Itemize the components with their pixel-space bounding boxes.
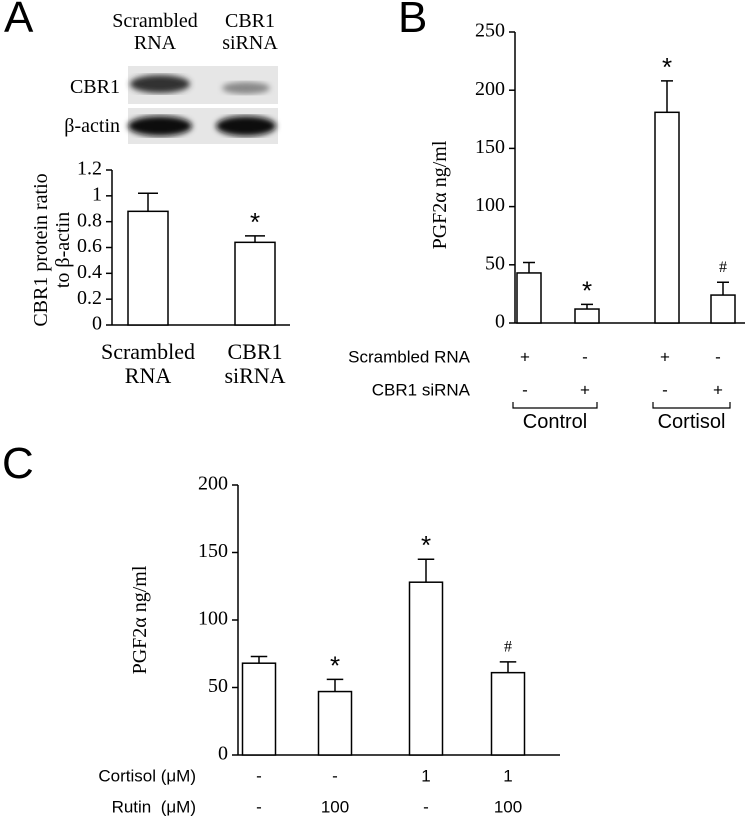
blot-row-label: CBR1 — [69, 76, 120, 98]
y-tick-label: 0 — [495, 311, 505, 333]
condition-level: - — [423, 797, 429, 817]
group-label: Control — [522, 411, 588, 433]
y-axis-label: CBR1 protein ratio to β-actin — [30, 173, 74, 327]
blot-band — [130, 75, 190, 93]
bar — [574, 308, 600, 324]
x-tick-label: Scrambled RNA — [100, 339, 196, 389]
condition-level: - — [332, 766, 338, 786]
condition-level: + — [520, 347, 530, 367]
significance-marker: * — [330, 650, 340, 680]
bar — [241, 662, 277, 756]
blot-band — [128, 116, 192, 136]
significance-marker: * — [421, 530, 431, 560]
y-axis-label: PGF2α ng/ml — [129, 565, 151, 675]
y-tick-label: 150 — [475, 136, 505, 158]
panel-letter: A — [4, 0, 34, 42]
western-blot — [128, 66, 278, 144]
y-axis-label: PGF2α ng/ml — [429, 140, 451, 250]
error-bar — [499, 661, 517, 673]
condition-level: 1 — [421, 766, 431, 786]
x-tick-label: CBR1 siRNA — [224, 339, 286, 389]
error-bar — [417, 558, 435, 583]
group-label: Cortisol — [657, 411, 726, 433]
condition-level: - — [662, 380, 668, 400]
group-bracket — [512, 402, 598, 409]
bar — [317, 690, 353, 756]
bar — [234, 241, 276, 326]
significance-marker: * — [250, 207, 260, 237]
error-bar — [581, 303, 593, 310]
blot-row-label: β-actin — [64, 115, 120, 137]
bar — [654, 111, 680, 324]
condition-level: - — [256, 766, 262, 786]
condition-level: - — [522, 380, 528, 400]
error-bar — [245, 235, 265, 243]
bar — [127, 210, 169, 326]
significance-marker: # — [719, 259, 727, 276]
y-tick-label: 100 — [198, 608, 228, 630]
y-tick-label: 0.2 — [77, 287, 102, 309]
condition-level: 100 — [493, 797, 523, 817]
blot-lane-label: Scrambled RNA — [112, 10, 198, 54]
y-tick-label: 250 — [475, 20, 505, 42]
condition-label: Scrambled RNA — [348, 347, 470, 367]
bar — [516, 272, 542, 324]
y-tick-label: 1 — [92, 183, 102, 205]
condition-level: - — [715, 347, 721, 367]
y-tick-label: 150 — [198, 540, 228, 562]
significance-marker: * — [582, 275, 592, 305]
panel-letter: B — [398, 0, 428, 42]
error-bar — [717, 281, 729, 296]
condition-level: - — [582, 347, 588, 367]
condition-label: Rutin (μM) — [111, 797, 196, 817]
bar — [710, 294, 736, 324]
y-tick-label: 1.2 — [77, 158, 102, 180]
bar — [408, 581, 444, 756]
significance-marker: * — [662, 52, 672, 82]
y-tick-label: 100 — [475, 194, 505, 216]
blot-lane-label: CBR1 siRNA — [222, 10, 278, 54]
condition-label: Cortisol (μM) — [98, 766, 196, 786]
y-tick-label: 0.4 — [77, 261, 102, 283]
condition-level: 1 — [503, 766, 513, 786]
condition-level: - — [256, 797, 262, 817]
y-tick-label: 200 — [198, 473, 228, 495]
error-bar — [326, 678, 344, 692]
condition-level: + — [580, 380, 590, 400]
error-bar — [250, 655, 268, 664]
bar — [490, 671, 526, 756]
y-tick-label: 50 — [485, 252, 505, 274]
condition-level: + — [713, 380, 723, 400]
error-bar — [661, 80, 673, 113]
condition-level: 100 — [320, 797, 350, 817]
y-tick-label: 0.6 — [77, 235, 102, 257]
y-tick-label: 0.8 — [77, 209, 102, 231]
condition-level: + — [660, 347, 670, 367]
group-bracket — [652, 402, 731, 409]
blot-band — [216, 116, 276, 136]
y-tick-label: 0 — [218, 743, 228, 765]
y-tick-label: 50 — [208, 675, 228, 697]
error-bar — [138, 192, 158, 212]
panel-letter: C — [2, 439, 34, 488]
significance-marker: # — [504, 639, 512, 656]
y-tick-label: 200 — [475, 78, 505, 100]
error-bar — [523, 261, 535, 273]
blot-band — [222, 82, 270, 94]
condition-label: CBR1 siRNA — [371, 380, 470, 400]
y-tick-label: 0 — [92, 313, 102, 335]
